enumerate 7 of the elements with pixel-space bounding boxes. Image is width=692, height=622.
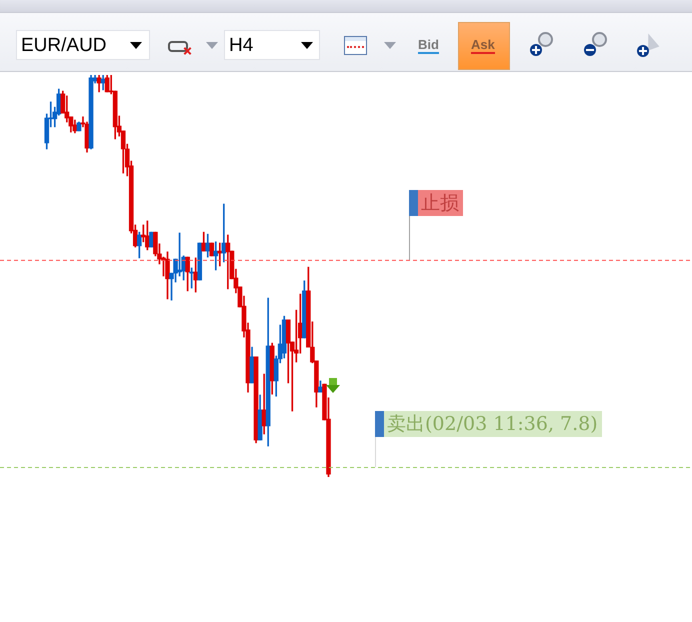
candlestick bbox=[209, 242, 214, 256]
text: EUR/AUD bbox=[16, 30, 150, 60]
text: Bid bbox=[418, 37, 439, 54]
ref-line-label: 止损 bbox=[421, 192, 459, 214]
text: Ask bbox=[471, 37, 495, 54]
ref-line-label: 卖出(02/03 11:36, 7.8) bbox=[387, 412, 598, 435]
text: H4 bbox=[224, 30, 320, 60]
